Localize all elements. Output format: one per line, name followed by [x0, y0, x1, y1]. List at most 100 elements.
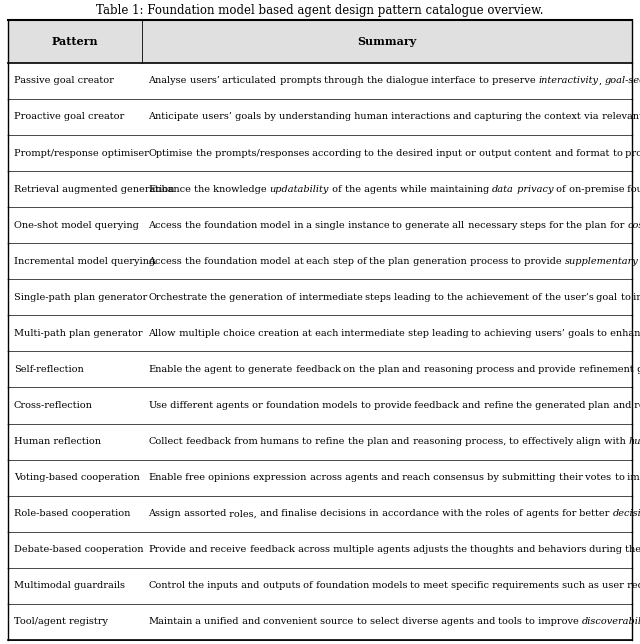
Text: and: and: [399, 365, 420, 374]
Text: to: to: [362, 149, 374, 158]
Text: free: free: [182, 473, 205, 482]
Text: to: to: [354, 618, 367, 627]
Text: during: during: [586, 545, 623, 554]
Text: finalise: finalise: [278, 509, 317, 518]
Text: receive: receive: [207, 545, 246, 554]
Text: and: and: [257, 509, 278, 518]
Text: such: such: [559, 582, 586, 591]
Text: Anticipate: Anticipate: [148, 113, 198, 122]
Text: Maintain: Maintain: [148, 618, 193, 627]
Text: foundation: foundation: [625, 185, 640, 194]
Text: and: and: [514, 365, 535, 374]
Text: discoverability: discoverability: [582, 618, 640, 627]
Text: models: models: [369, 582, 408, 591]
Text: behaviors: behaviors: [535, 545, 586, 554]
Text: capturing: capturing: [471, 113, 522, 122]
Text: of: of: [529, 293, 541, 302]
Text: opinions: opinions: [205, 473, 250, 482]
Text: improve: improve: [535, 618, 579, 627]
Text: with: with: [438, 509, 463, 518]
Text: the: the: [541, 293, 561, 302]
Text: foundation: foundation: [313, 582, 369, 591]
Text: guidance: guidance: [634, 365, 640, 374]
Text: of: of: [300, 582, 313, 591]
Text: Allow: Allow: [148, 329, 175, 338]
Text: convenient: convenient: [260, 618, 317, 627]
Text: interactivity: interactivity: [538, 77, 598, 86]
Text: their: their: [556, 473, 582, 482]
Text: refine: refine: [312, 437, 345, 446]
Text: users’: users’: [186, 77, 220, 86]
Text: privacy: privacy: [514, 185, 554, 194]
Text: specific: specific: [448, 582, 489, 591]
Text: generate: generate: [245, 365, 292, 374]
Text: on: on: [340, 365, 356, 374]
Text: user’s: user’s: [561, 293, 593, 302]
Text: achievement: achievement: [463, 293, 529, 302]
Text: input: input: [433, 149, 462, 158]
Text: Tool/agent registry: Tool/agent registry: [14, 618, 108, 627]
Text: and: and: [238, 582, 260, 591]
Text: leading: leading: [392, 293, 431, 302]
Text: at: at: [299, 329, 312, 338]
Text: effectively: effectively: [519, 437, 573, 446]
Text: requirements,: requirements,: [624, 582, 640, 591]
Text: tools: tools: [495, 618, 522, 627]
Text: necessary: necessary: [465, 221, 517, 230]
Text: human: human: [351, 113, 388, 122]
Text: the: the: [563, 221, 582, 230]
Text: the: the: [623, 545, 640, 554]
Text: reach: reach: [399, 473, 430, 482]
Text: to: to: [508, 257, 521, 266]
Text: goal-seeking: goal-seeking: [605, 77, 640, 86]
Text: goals: goals: [232, 113, 260, 122]
Text: while: while: [397, 185, 426, 194]
Text: steps: steps: [362, 293, 392, 302]
Text: Orchestrate: Orchestrate: [148, 293, 207, 302]
Text: the: the: [207, 293, 227, 302]
Text: and: and: [388, 437, 410, 446]
Text: choice: choice: [220, 329, 255, 338]
Text: Enable: Enable: [148, 365, 182, 374]
Text: single: single: [312, 221, 345, 230]
Text: Analyse: Analyse: [148, 77, 186, 86]
Text: goal: goal: [593, 293, 618, 302]
Text: the: the: [356, 365, 374, 374]
Text: the: the: [522, 113, 541, 122]
Text: desired: desired: [393, 149, 433, 158]
Text: format: format: [573, 149, 609, 158]
Text: Control: Control: [148, 582, 186, 591]
Text: decision: decision: [612, 509, 640, 518]
Text: accordance: accordance: [379, 509, 438, 518]
Text: votes: votes: [582, 473, 612, 482]
Text: Multi-path plan generator: Multi-path plan generator: [14, 329, 143, 338]
Text: roles,: roles,: [226, 509, 257, 518]
Text: Human reflection: Human reflection: [14, 437, 101, 446]
Text: of: of: [283, 293, 296, 302]
Text: each: each: [312, 329, 338, 338]
Text: by: by: [260, 113, 276, 122]
Text: process: process: [473, 365, 514, 374]
Text: prompts: prompts: [276, 77, 321, 86]
Text: Prompt/response optimiser: Prompt/response optimiser: [14, 149, 149, 158]
Text: plan: plan: [374, 365, 399, 374]
Text: and: and: [552, 149, 573, 158]
Text: prompts/responses: prompts/responses: [212, 149, 309, 158]
Text: foundation: foundation: [201, 257, 257, 266]
Text: context: context: [638, 257, 640, 266]
Text: Self-reflection: Self-reflection: [14, 365, 84, 374]
Text: to: to: [618, 293, 630, 302]
Text: knowledge: knowledge: [210, 185, 267, 194]
Text: and: and: [474, 618, 495, 627]
Text: the: the: [463, 509, 483, 518]
Text: Retrieval augmented generation: Retrieval augmented generation: [14, 185, 174, 194]
Text: Enhance: Enhance: [148, 185, 191, 194]
Text: Incremental model querying: Incremental model querying: [14, 257, 155, 266]
Text: to: to: [506, 437, 519, 446]
Text: Access: Access: [148, 257, 182, 266]
Text: data: data: [492, 185, 514, 194]
Text: feedback: feedback: [292, 365, 340, 374]
Text: or: or: [462, 149, 476, 158]
Text: Passive goal creator: Passive goal creator: [14, 77, 114, 86]
Text: supplementary: supplementary: [564, 257, 638, 266]
